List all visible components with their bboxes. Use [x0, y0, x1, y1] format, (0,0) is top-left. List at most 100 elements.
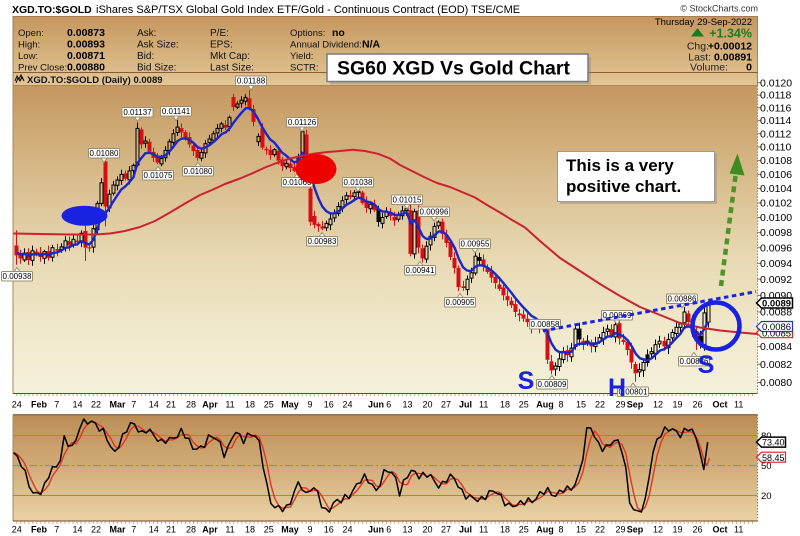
svg-text:Chg:: Chg:	[687, 41, 709, 53]
svg-text:11: 11	[225, 400, 234, 410]
svg-text:19: 19	[672, 525, 682, 535]
svg-text:0.0104: 0.0104	[760, 183, 792, 195]
svg-text:© StockCharts.com: © StockCharts.com	[680, 4, 758, 14]
svg-text:20: 20	[422, 525, 432, 535]
svg-text:0.00801: 0.00801	[619, 388, 648, 397]
svg-text:9: 9	[307, 525, 312, 535]
svg-text:0.00873: 0.00873	[67, 27, 105, 39]
svg-text:20: 20	[761, 491, 772, 502]
svg-text:27: 27	[441, 400, 451, 410]
svg-text:7: 7	[54, 400, 59, 410]
svg-text:0.00858: 0.00858	[531, 320, 560, 329]
svg-text:0.00809: 0.00809	[538, 380, 567, 389]
svg-text:Low:: Low:	[18, 51, 38, 62]
svg-text:0.0084: 0.0084	[760, 341, 792, 353]
svg-text:0.0100: 0.0100	[760, 212, 792, 224]
svg-text:Feb: Feb	[31, 525, 48, 535]
svg-text:25: 25	[264, 400, 274, 410]
svg-text:Apr: Apr	[202, 525, 218, 535]
svg-text:positive chart.: positive chart.	[566, 177, 681, 196]
svg-text:27: 27	[441, 525, 451, 535]
svg-text:no: no	[332, 27, 345, 39]
svg-text:6: 6	[386, 525, 391, 535]
svg-text:18: 18	[245, 525, 255, 535]
svg-text:0.0102: 0.0102	[760, 198, 792, 210]
svg-text:Oct: Oct	[712, 525, 727, 535]
svg-text:13: 13	[402, 525, 412, 535]
svg-text:0.0080: 0.0080	[760, 377, 792, 389]
svg-text:Sep: Sep	[627, 400, 644, 410]
svg-text:+0.00012: +0.00012	[708, 41, 752, 53]
svg-text:EPS:: EPS:	[210, 40, 233, 51]
svg-text:15: 15	[576, 400, 586, 410]
svg-text:0.0098: 0.0098	[760, 227, 792, 239]
svg-text:0.00891: 0.00891	[714, 52, 752, 64]
svg-text:0.0116: 0.0116	[760, 102, 791, 114]
svg-text:22: 22	[595, 400, 605, 410]
svg-text:22: 22	[91, 400, 101, 410]
svg-text:Open:: Open:	[18, 28, 44, 39]
svg-text:20: 20	[422, 400, 432, 410]
svg-text:0.01080: 0.01080	[184, 167, 213, 176]
svg-text:Aug: Aug	[536, 525, 554, 535]
svg-text:21: 21	[166, 525, 176, 535]
svg-text:0.0114: 0.0114	[760, 115, 791, 127]
svg-text:0.01126: 0.01126	[288, 118, 317, 127]
svg-text:XGD.TO:$GOLD: XGD.TO:$GOLD	[12, 4, 92, 16]
svg-text:11: 11	[479, 525, 488, 535]
svg-text:0.0106: 0.0106	[760, 169, 792, 181]
svg-text:Feb: Feb	[31, 400, 48, 410]
svg-text:0.00886: 0.00886	[668, 295, 697, 304]
svg-text:Apr: Apr	[202, 400, 218, 410]
svg-text:S: S	[518, 367, 535, 395]
svg-text:Last Size:: Last Size:	[210, 63, 254, 74]
svg-text:0.00983: 0.00983	[308, 237, 337, 246]
svg-text:0.01063: 0.01063	[283, 178, 312, 187]
svg-text:SG60 XGD Vs Gold Chart: SG60 XGD Vs Gold Chart	[337, 58, 570, 80]
svg-text:29: 29	[615, 400, 625, 410]
svg-text:73.40: 73.40	[762, 438, 785, 448]
svg-text:16: 16	[324, 400, 334, 410]
svg-text:SCTR:: SCTR:	[290, 63, 319, 74]
svg-text:XGD.TO:$GOLD (Daily) 0.0089: XGD.TO:$GOLD (Daily) 0.0089	[27, 75, 163, 86]
svg-text:Ask Size:: Ask Size:	[137, 40, 179, 51]
svg-text:0.00938: 0.00938	[3, 272, 32, 281]
svg-text:12: 12	[653, 400, 663, 410]
svg-text:24: 24	[12, 525, 22, 535]
svg-text:14: 14	[149, 400, 159, 410]
svg-text:0.00893: 0.00893	[67, 39, 105, 51]
svg-text:Volume:: Volume:	[690, 62, 728, 74]
svg-text:Mar: Mar	[109, 525, 126, 535]
svg-text:0.00955: 0.00955	[461, 240, 490, 249]
svg-text:0: 0	[746, 62, 752, 74]
svg-text:50: 50	[761, 461, 772, 472]
svg-text:9: 9	[307, 400, 312, 410]
svg-text:29: 29	[615, 525, 625, 535]
svg-text:14: 14	[149, 525, 159, 535]
svg-text:Oct: Oct	[712, 400, 727, 410]
svg-text:18: 18	[245, 400, 255, 410]
svg-text:0.0086: 0.0086	[762, 322, 791, 333]
svg-text:0.0088: 0.0088	[760, 307, 792, 319]
svg-text:May: May	[281, 525, 299, 535]
svg-text:14: 14	[72, 400, 82, 410]
svg-text:0.00905: 0.00905	[446, 298, 475, 307]
svg-text:18: 18	[500, 525, 510, 535]
svg-text:0.0085: 0.0085	[762, 328, 791, 339]
svg-text:0.00836: 0.00836	[680, 357, 709, 366]
svg-text:P/E:: P/E:	[210, 28, 229, 39]
svg-text:15: 15	[576, 525, 586, 535]
svg-text:Thursday 29-Sep-2022: Thursday 29-Sep-2022	[655, 17, 752, 28]
svg-text:7: 7	[54, 525, 59, 535]
svg-text:iShares S&P/TSX Global Gold In: iShares S&P/TSX Global Gold Index ETF/Go…	[96, 4, 520, 16]
svg-text:26: 26	[692, 525, 702, 535]
svg-text:24: 24	[342, 525, 352, 535]
svg-text:This is a very: This is a very	[566, 156, 674, 175]
svg-text:14: 14	[72, 525, 82, 535]
svg-text:11: 11	[734, 525, 743, 535]
svg-text:11: 11	[479, 400, 488, 410]
svg-text:24: 24	[12, 400, 22, 410]
svg-text:Bid:: Bid:	[137, 51, 154, 62]
svg-text:21: 21	[166, 400, 176, 410]
svg-text:Mkt Cap:: Mkt Cap:	[210, 51, 250, 62]
